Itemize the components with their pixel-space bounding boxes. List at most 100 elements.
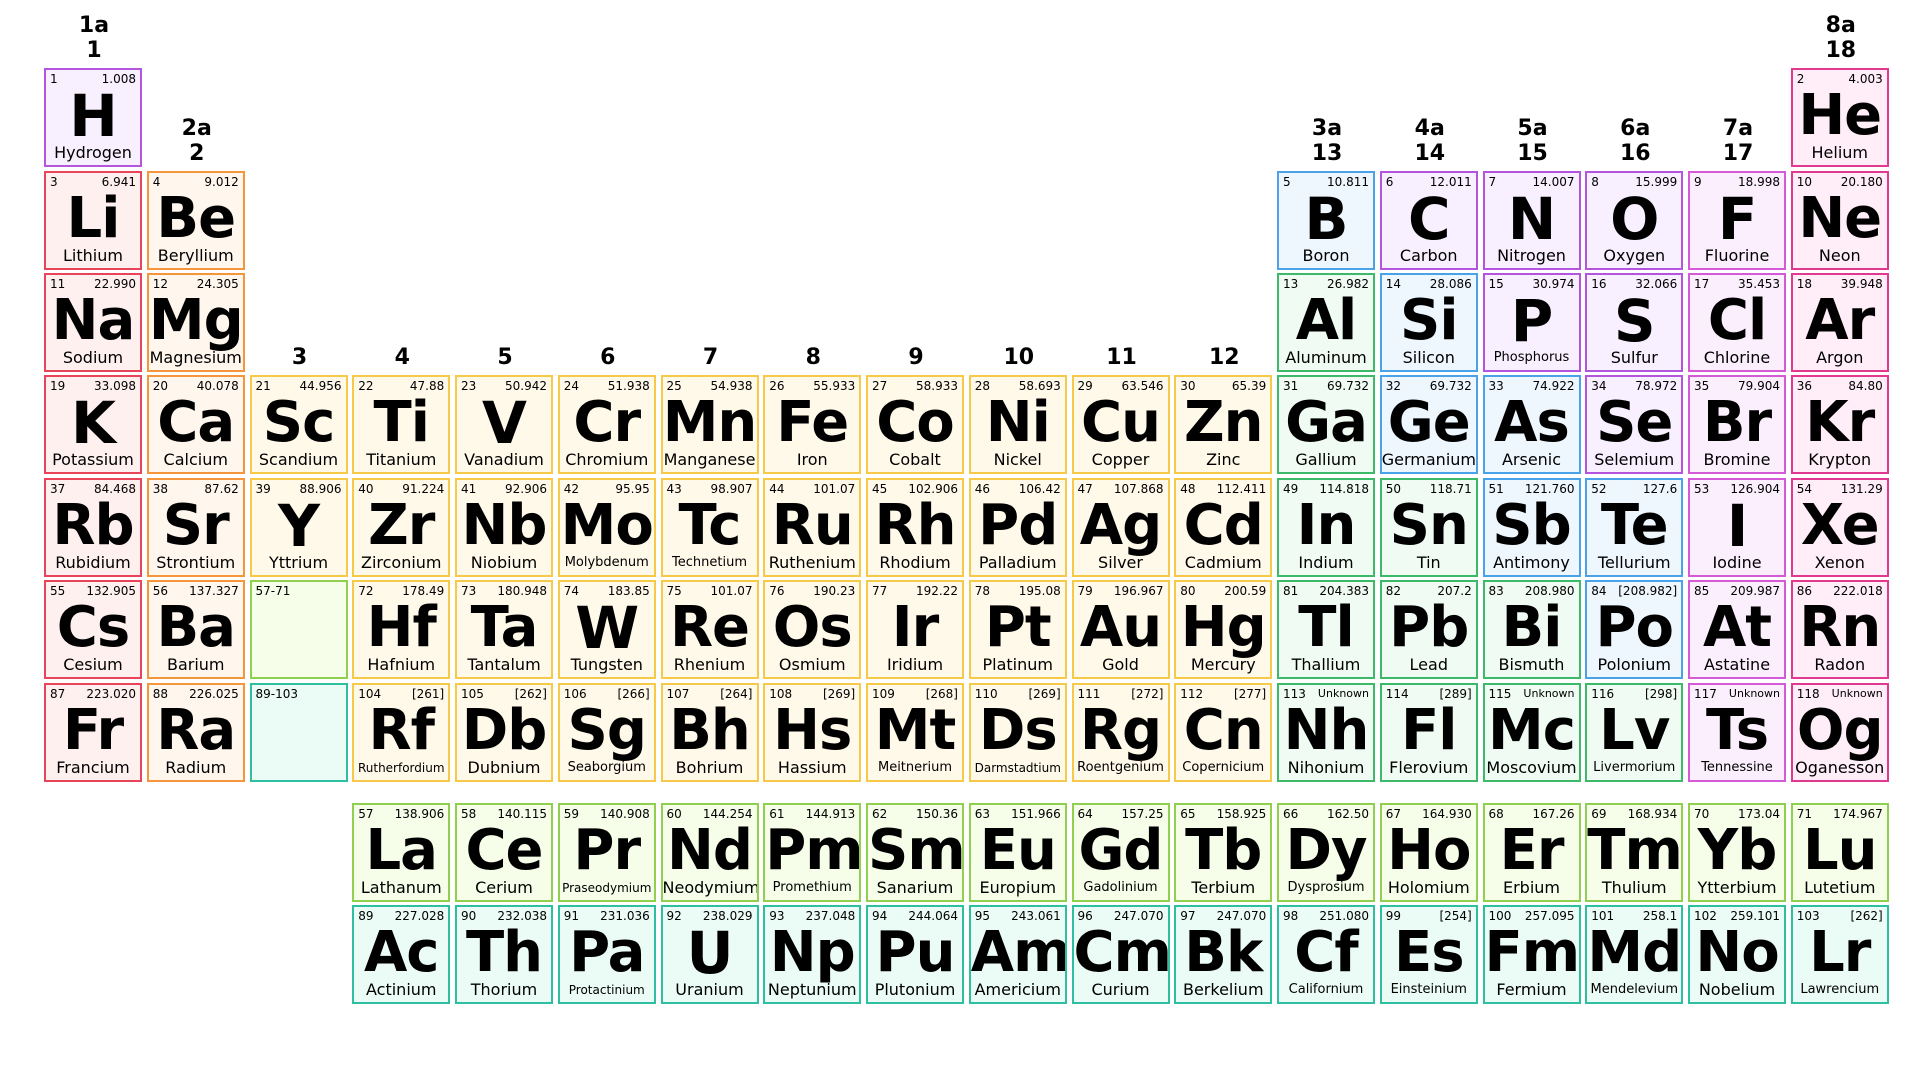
element-cell-ag[interactable]: 47 107.868 Ag Silver bbox=[1071, 478, 1170, 577]
element-cell-se[interactable]: 34 78.972 Se Selemium bbox=[1585, 375, 1684, 474]
element-cell-no[interactable]: 102 259.101 No Nobelium bbox=[1688, 905, 1786, 1004]
element-cell-br[interactable]: 35 79.904 Br Bromine bbox=[1688, 375, 1786, 474]
element-cell-pm[interactable]: 61 144.913 Pm Promethium bbox=[763, 803, 862, 902]
element-cell-eu[interactable]: 63 151.966 Eu Europium bbox=[968, 803, 1067, 902]
element-cell-v[interactable]: 23 50.942 V Vanadium bbox=[455, 375, 553, 474]
element-cell-nd[interactable]: 60 144.254 Nd Neodymium bbox=[660, 803, 759, 902]
element-cell-pd[interactable]: 46 106.42 Pd Palladium bbox=[968, 478, 1067, 577]
element-cell-dy[interactable]: 66 162.50 Dy Dysprosium bbox=[1277, 803, 1375, 902]
element-cell-gd[interactable]: 64 157.25 Gd Gadolinium bbox=[1071, 803, 1170, 902]
element-cell-ga[interactable]: 31 69.732 Ga Gallium bbox=[1277, 375, 1375, 474]
element-cell-pr[interactable]: 59 140.908 Pr Praseodymium bbox=[557, 803, 656, 902]
element-cell-pa[interactable]: 91 231.036 Pa Protactinium bbox=[557, 905, 656, 1004]
element-cell-sm[interactable]: 62 150.36 Sm Sanarium bbox=[866, 803, 964, 902]
element-cell-rg[interactable]: 111 [272] Rg Roentgenium bbox=[1071, 683, 1170, 782]
element-cell-lv[interactable]: 116 [298] Lv Livermorium bbox=[1585, 683, 1684, 782]
element-cell-mt[interactable]: 109 [268] Mt Meitnerium bbox=[866, 683, 964, 782]
element-cell-ta[interactable]: 73 180.948 Ta Tantalum bbox=[455, 580, 553, 679]
element-cell-kr[interactable]: 36 84.80 Kr Krypton bbox=[1790, 375, 1889, 474]
element-cell-cf[interactable]: 98 251.080 Cf Californium bbox=[1277, 905, 1375, 1004]
element-cell-es[interactable]: 99 [254] Es Einsteinium bbox=[1379, 905, 1478, 1004]
element-cell-at[interactable]: 85 209.987 At Astatine bbox=[1688, 580, 1786, 679]
element-cell-la[interactable]: 57 138.906 La Lathanum bbox=[352, 803, 451, 902]
element-cell-ni[interactable]: 28 58.693 Ni Nickel bbox=[968, 375, 1067, 474]
element-cell-te[interactable]: 52 127.6 Te Tellurium bbox=[1585, 478, 1684, 577]
element-cell-y[interactable]: 39 88.906 Y Yttrium bbox=[249, 478, 348, 577]
element-cell-lu[interactable]: 71 174.967 Lu Lutetium bbox=[1790, 803, 1889, 902]
element-cell-po[interactable]: 84 [208.982] Po Polonium bbox=[1585, 580, 1684, 679]
element-cell-bi[interactable]: 83 208.980 Bi Bismuth bbox=[1482, 580, 1581, 679]
element-cell-as[interactable]: 33 74.922 As Arsenic bbox=[1482, 375, 1581, 474]
element-cell-bh[interactable]: 107 [264] Bh Bohrium bbox=[660, 683, 759, 782]
element-cell-mo[interactable]: 42 95.95 Mo Molybdenum bbox=[557, 478, 656, 577]
element-cell-al[interactable]: 13 26.982 Al Aluminum bbox=[1277, 273, 1375, 372]
element-cell-ca[interactable]: 20 40.078 Ca Calcium bbox=[146, 375, 245, 474]
element-cell-pb[interactable]: 82 207.2 Pb Lead bbox=[1379, 580, 1478, 679]
element-cell-ar[interactable]: 18 39.948 Ar Argon bbox=[1790, 273, 1889, 372]
element-cell-sr[interactable]: 38 87.62 Sr Strontium bbox=[146, 478, 245, 577]
element-cell-hf[interactable]: 72 178.49 Hf Hafnium bbox=[352, 580, 451, 679]
element-cell-be[interactable]: 4 9.012 Be Beryllium bbox=[146, 171, 245, 270]
element-cell-er[interactable]: 68 167.26 Er Erbium bbox=[1482, 803, 1581, 902]
element-cell-sn[interactable]: 50 118.71 Sn Tin bbox=[1379, 478, 1478, 577]
element-cell-he[interactable]: 2 4.003 He Helium bbox=[1790, 68, 1889, 167]
element-cell-hs[interactable]: 108 [269] Hs Hassium bbox=[763, 683, 862, 782]
element-cell-cn[interactable]: 112 [277] Cn Copernicium bbox=[1174, 683, 1273, 782]
element-cell-co[interactable]: 27 58.933 Co Cobalt bbox=[866, 375, 964, 474]
element-cell-np[interactable]: 93 237.048 Np Neptunium bbox=[763, 905, 862, 1004]
element-cell-cr[interactable]: 24 51.938 Cr Chromium bbox=[557, 375, 656, 474]
element-cell-re[interactable]: 75 101.07 Re Rhenium bbox=[660, 580, 759, 679]
element-cell-tb[interactable]: 65 158.925 Tb Terbium bbox=[1174, 803, 1273, 902]
element-cell-i[interactable]: 53 126.904 I Iodine bbox=[1688, 478, 1786, 577]
element-cell-sc[interactable]: 21 44.956 Sc Scandium bbox=[249, 375, 348, 474]
element-cell-ba[interactable]: 56 137.327 Ba Barium bbox=[146, 580, 245, 679]
element-cell-rb[interactable]: 37 84.468 Rb Rubidium bbox=[44, 478, 142, 577]
element-cell-zr[interactable]: 40 91.224 Zr Zirconium bbox=[352, 478, 451, 577]
element-cell-ce[interactable]: 58 140.115 Ce Cerium bbox=[455, 803, 553, 902]
element-cell-cu[interactable]: 29 63.546 Cu Copper bbox=[1071, 375, 1170, 474]
element-cell-md[interactable]: 101 258.1 Md Mendelevium bbox=[1585, 905, 1684, 1004]
element-cell-og[interactable]: 118 Unknown Og Oganesson bbox=[1790, 683, 1889, 782]
element-cell-cd[interactable]: 48 112.411 Cd Cadmium bbox=[1174, 478, 1273, 577]
element-cell-ge[interactable]: 32 69.732 Ge Germanium bbox=[1379, 375, 1478, 474]
element-cell-db[interactable]: 105 [262] Db Dubnium bbox=[455, 683, 553, 782]
element-cell-zn[interactable]: 30 65.39 Zn Zinc bbox=[1174, 375, 1273, 474]
element-cell-c[interactable]: 6 12.011 C Carbon bbox=[1379, 171, 1478, 270]
element-cell-cs[interactable]: 55 132.905 Cs Cesium bbox=[44, 580, 142, 679]
element-cell-h[interactable]: 1 1.008 H Hydrogen bbox=[44, 68, 142, 167]
element-cell-w[interactable]: 74 183.85 W Tungsten bbox=[557, 580, 656, 679]
element-cell-b[interactable]: 5 10.811 B Boron bbox=[1277, 171, 1375, 270]
element-cell-am[interactable]: 95 243.061 Am Americium bbox=[968, 905, 1067, 1004]
element-cell-sb[interactable]: 51 121.760 Sb Antimony bbox=[1482, 478, 1581, 577]
placeholder-cell[interactable]: 57-71 bbox=[249, 580, 348, 679]
element-cell-o[interactable]: 8 15.999 O Oxygen bbox=[1585, 171, 1684, 270]
element-cell-tl[interactable]: 81 204.383 Tl Thallium bbox=[1277, 580, 1375, 679]
element-cell-rf[interactable]: 104 [261] Rf Rutherfordium bbox=[352, 683, 451, 782]
placeholder-cell[interactable]: 89-103 bbox=[249, 683, 348, 782]
element-cell-na[interactable]: 11 22.990 Na Sodium bbox=[44, 273, 142, 372]
element-cell-f[interactable]: 9 18.998 F Fluorine bbox=[1688, 171, 1786, 270]
element-cell-nb[interactable]: 41 92.906 Nb Niobium bbox=[455, 478, 553, 577]
element-cell-pt[interactable]: 78 195.08 Pt Platinum bbox=[968, 580, 1067, 679]
element-cell-ru[interactable]: 44 101.07 Ru Ruthenium bbox=[763, 478, 862, 577]
element-cell-ne[interactable]: 10 20.180 Ne Neon bbox=[1790, 171, 1889, 270]
element-cell-ac[interactable]: 89 227.028 Ac Actinium bbox=[352, 905, 451, 1004]
element-cell-ho[interactable]: 67 164.930 Ho Holomium bbox=[1379, 803, 1478, 902]
element-cell-yb[interactable]: 70 173.04 Yb Ytterbium bbox=[1688, 803, 1786, 902]
element-cell-p[interactable]: 15 30.974 P Phosphorus bbox=[1482, 273, 1581, 372]
element-cell-mc[interactable]: 115 Unknown Mc Moscovium bbox=[1482, 683, 1581, 782]
element-cell-mg[interactable]: 12 24.305 Mg Magnesium bbox=[146, 273, 245, 372]
element-cell-mn[interactable]: 25 54.938 Mn Manganese bbox=[660, 375, 759, 474]
element-cell-ds[interactable]: 110 [269] Ds Darmstadtium bbox=[968, 683, 1067, 782]
element-cell-li[interactable]: 3 6.941 Li Lithium bbox=[44, 171, 142, 270]
element-cell-s[interactable]: 16 32.066 S Sulfur bbox=[1585, 273, 1684, 372]
element-cell-tm[interactable]: 69 168.934 Tm Thulium bbox=[1585, 803, 1684, 902]
element-cell-ti[interactable]: 22 47.88 Ti Titanium bbox=[352, 375, 451, 474]
element-cell-sg[interactable]: 106 [266] Sg Seaborgium bbox=[557, 683, 656, 782]
element-cell-rn[interactable]: 86 222.018 Rn Radon bbox=[1790, 580, 1889, 679]
element-cell-au[interactable]: 79 196.967 Au Gold bbox=[1071, 580, 1170, 679]
element-cell-os[interactable]: 76 190.23 Os Osmium bbox=[763, 580, 862, 679]
element-cell-u[interactable]: 92 238.029 U Uranium bbox=[660, 905, 759, 1004]
element-cell-k[interactable]: 19 33.098 K Potassium bbox=[44, 375, 142, 474]
element-cell-xe[interactable]: 54 131.29 Xe Xenon bbox=[1790, 478, 1889, 577]
